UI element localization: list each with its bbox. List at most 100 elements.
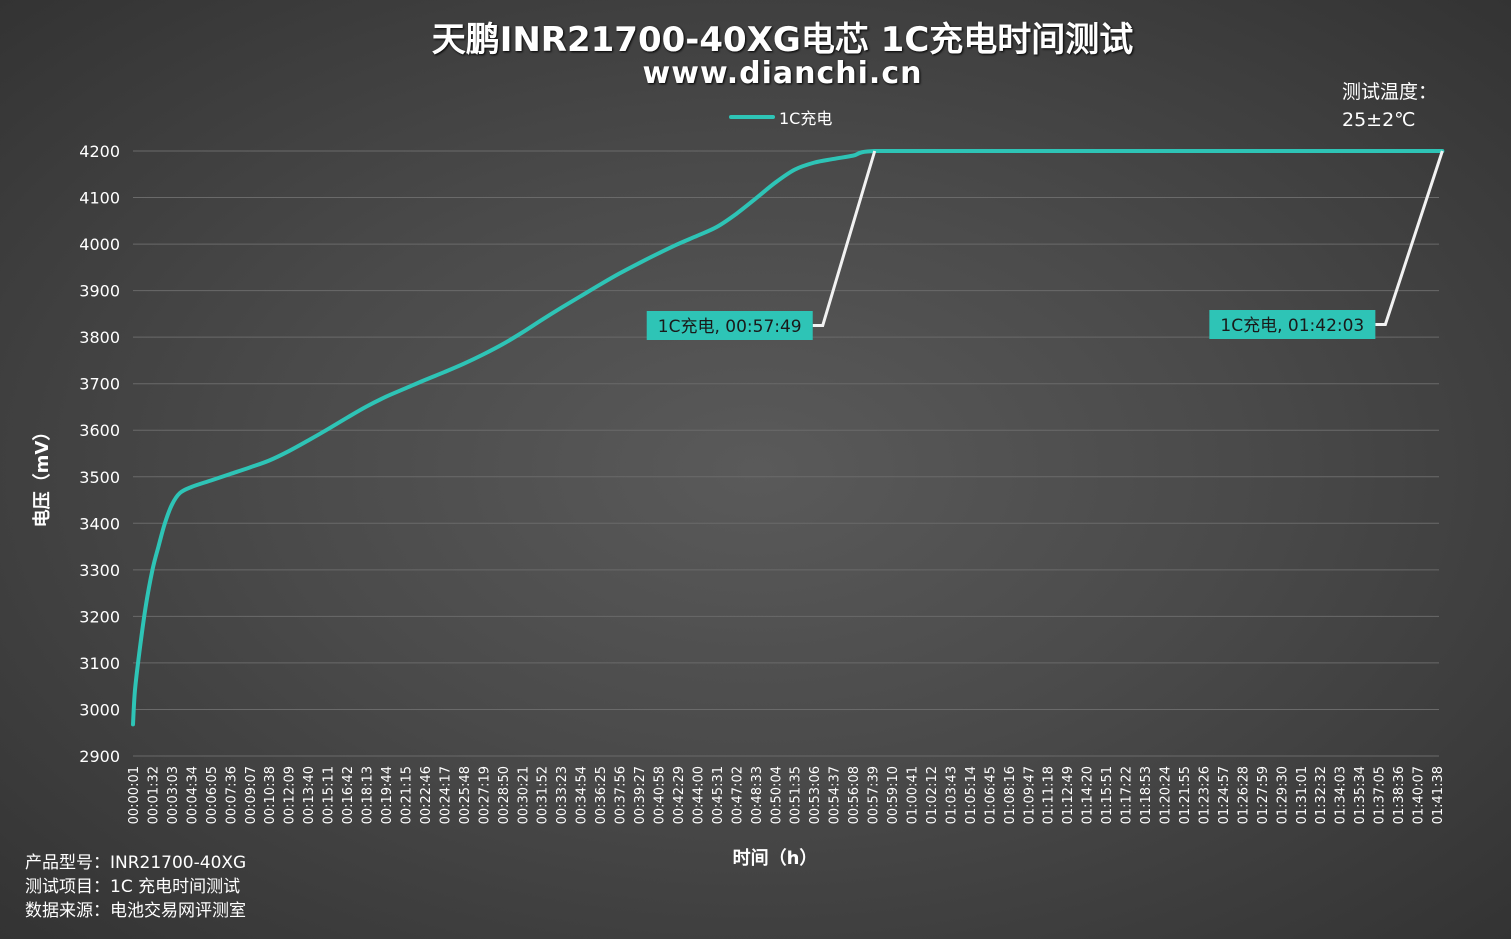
annotation-box [1209,310,1376,339]
y-tick-label: 3900 [79,282,120,301]
x-tick-label: 00:57:39 [867,766,882,824]
annotation-layer: 1C充电, 00:57:49 1C充电, 01:42:03 [646,150,1444,340]
x-tick-label: 01:35:34 [1353,766,1368,824]
y-tick-label: 3400 [79,514,120,533]
x-tick-label: 01:32:32 [1314,766,1329,824]
x-tick-label: 00:37:56 [614,766,629,824]
x-tick-label: 00:03:03 [166,766,181,824]
y-tick-label: 3500 [79,468,120,487]
data-source: 数据来源：电池交易网评测室 [25,901,246,921]
x-tick-label: 01:03:43 [944,766,959,824]
x-tick-label: 00:47:02 [730,766,745,824]
x-tick-label: 01:18:53 [1139,766,1154,824]
x-tick-label: 00:09:07 [244,766,259,824]
test-temperature: 测试温度： 25±2℃ [1342,78,1437,134]
y-tick-label: 3800 [79,328,120,347]
x-tick-label: 00:18:13 [361,766,376,824]
x-tick-label: 01:24:57 [1217,766,1232,824]
x-tick-label: 00:44:00 [691,766,706,824]
y-tick-label: 4000 [79,235,120,254]
x-tick-label: 00:51:35 [789,766,804,824]
x-tick-label: 01:20:24 [1159,766,1174,824]
x-tick-label: 01:00:41 [906,766,921,824]
x-tick-label: 00:10:38 [263,766,278,824]
chart-title: 天鹏INR21700-40XG电芯 1C充电时间测试 [431,20,1134,60]
x-tick-label: 01:34:03 [1334,766,1349,824]
x-tick-label: 01:11:18 [1042,766,1057,824]
x-tick-label: 00:12:09 [283,766,298,824]
product-model: 产品型号：INR21700-40XG [25,853,247,873]
x-tick-label: 00:30:21 [516,766,531,824]
test-item: 测试项目：1C 充电时间测试 [25,877,241,897]
y-tick-label: 3000 [79,700,120,719]
x-tick-label: 01:37:05 [1373,766,1388,824]
x-tick-label: 00:07:36 [224,766,239,824]
x-tick-label: 00:21:15 [399,766,414,824]
x-tick-label: 01:12:49 [1061,766,1076,824]
x-tick-label: 00:06:05 [205,766,220,824]
x-tick-label: 00:01:32 [146,766,161,824]
y-tick-label: 3100 [79,654,120,673]
x-tick-label: 00:19:44 [380,766,395,824]
x-tick-label: 00:59:10 [886,766,901,824]
annotation-box [646,311,813,340]
x-tick-label: 00:27:19 [477,766,492,824]
grid-lines [133,150,1439,757]
series-line-1c-charge [131,148,1445,727]
x-tick-label: 00:54:37 [828,766,843,824]
y-axis-ticks: 2900 3000 3100 3200 3300 3400 3500 3600 3700 3800… [79,142,120,766]
x-tick-label: 01:40:07 [1412,766,1427,824]
x-tick-label: 01:06:45 [983,766,998,824]
chart-subtitle: www.dianchi.cn [642,56,923,91]
y-tick-label: 4200 [79,142,120,161]
x-tick-label: 01:23:26 [1197,766,1212,824]
x-tick-label: 01:21:55 [1178,766,1193,824]
x-tick-label: 00:13:40 [302,766,317,824]
x-tick-label: 00:39:27 [633,766,648,824]
x-tick-label: 00:16:42 [341,766,356,824]
x-axis-ticks: 00:00:01 00:01:32 00:03:03 00:04:34 00:06:05… [127,766,1446,824]
series-layer [131,148,1445,727]
x-tick-label: 00:33:23 [555,766,570,824]
y-tick-label: 3300 [79,561,120,580]
y-tick-label: 4100 [79,189,120,208]
y-tick-label: 3600 [79,421,120,440]
x-tick-label: 01:31:01 [1295,766,1310,824]
x-tick-label: 01:26:28 [1236,766,1251,824]
annotation-label: 1C充电, 00:57:49 [658,317,802,337]
x-tick-label: 01:05:14 [964,766,979,824]
y-tick-label: 2900 [79,747,120,766]
x-tick-label: 00:22:46 [419,766,434,824]
x-tick-label: 00:00:01 [127,766,142,824]
annotation-label: 1C充电, 01:42:03 [1220,316,1364,336]
x-tick-label: 01:15:51 [1100,766,1115,824]
x-tick-label: 00:56:08 [847,766,862,824]
y-axis-label: 电压（mV） [31,423,53,528]
x-tick-label: 00:04:34 [185,766,200,824]
x-tick-label: 00:48:33 [750,766,765,824]
annotation-leader-line [1375,150,1444,326]
x-tick-label: 01:17:22 [1120,766,1135,824]
x-tick-label: 01:09:47 [1022,766,1037,824]
x-tick-label: 00:28:50 [497,766,512,824]
x-tick-label: 01:02:12 [925,766,940,824]
y-tick-label: 3700 [79,375,120,394]
x-tick-label: 00:40:58 [652,766,667,824]
x-tick-label: 00:36:25 [594,766,609,824]
x-axis-label: 时间（h） [733,848,818,869]
x-tick-label: 00:34:54 [575,766,590,824]
annotation-leader-line [812,150,877,327]
x-tick-label: 00:25:48 [458,766,473,824]
x-tick-label: 01:41:38 [1431,766,1446,824]
x-tick-label: 01:38:36 [1392,766,1407,824]
y-tick-label: 3200 [79,607,120,626]
x-tick-label: 01:29:30 [1275,766,1290,824]
x-tick-label: 01:14:20 [1081,766,1096,824]
x-tick-label: 00:15:11 [322,766,337,824]
x-tick-label: 00:31:52 [536,766,551,824]
x-tick-label: 01:08:16 [1003,766,1018,824]
x-tick-label: 00:45:31 [711,766,726,824]
x-tick-label: 00:42:29 [672,766,687,824]
x-tick-label: 00:24:17 [438,766,453,824]
